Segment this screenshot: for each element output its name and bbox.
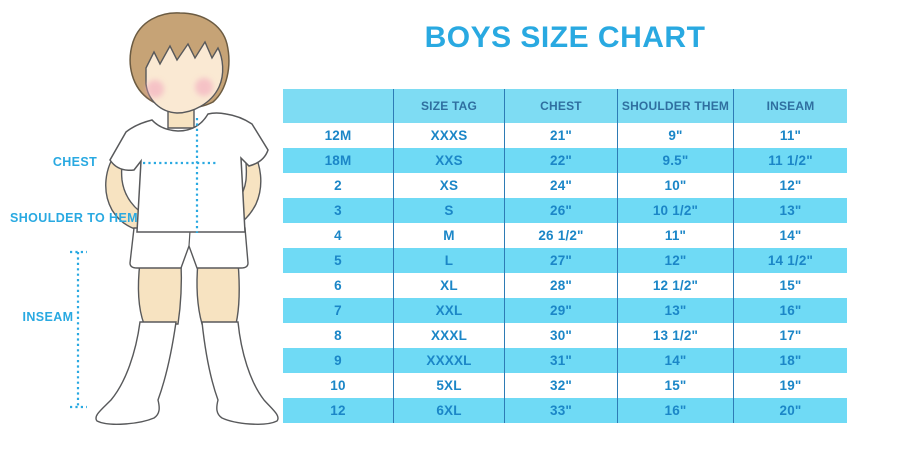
table-cell: 14" [617, 348, 733, 373]
table-cell: XXS [393, 148, 504, 173]
table-cell: 33" [504, 398, 617, 423]
table-cell: M [393, 223, 504, 248]
table-cell: XXXS [393, 123, 504, 148]
table-cell: 16" [617, 398, 733, 423]
table-cell: 31" [504, 348, 617, 373]
table-cell: 10" [617, 173, 733, 198]
table-cell: 13 1/2" [617, 323, 733, 348]
table-cell: 17" [733, 323, 847, 348]
table-row: 5 L 27" 12" 14 1/2" [283, 248, 847, 273]
table-cell: XS [393, 173, 504, 198]
table-cell: 9" [617, 123, 733, 148]
table-cell: 11 1/2" [733, 148, 847, 173]
right-cheek-blush [195, 78, 213, 96]
table-row: 2 XS 24" 10" 12" [283, 173, 847, 198]
table-cell: 6XL [393, 398, 504, 423]
table-cell: 10 1/2" [617, 198, 733, 223]
table-cell: 9 [334, 353, 342, 368]
table-cell: 26 1/2" [504, 223, 617, 248]
size-table: SIZE TAG CHEST SHOULDER THEM INSEAM 12M X… [283, 89, 847, 423]
table-cell: 15" [733, 273, 847, 298]
table-cell: XL [393, 273, 504, 298]
table-cell: 21" [504, 123, 617, 148]
table-cell: 5XL [393, 373, 504, 398]
table-cell: 13" [733, 198, 847, 223]
table-cell: 14 1/2" [733, 248, 847, 273]
table-row: 12 6XL 33" 16" 20" [283, 398, 847, 423]
table-cell: S [393, 198, 504, 223]
inseam-label: INSEAM [22, 310, 74, 324]
table-cell: 32" [504, 373, 617, 398]
table-cell: 18M [324, 153, 352, 168]
table-cell: 8 [334, 328, 342, 343]
right-sock-shape [201, 321, 279, 425]
chest-label: CHEST [52, 155, 98, 169]
header-size-tag: SIZE TAG [393, 89, 504, 123]
table-cell: 16" [733, 298, 847, 323]
table-cell: 12 [330, 403, 346, 418]
table-cell: 5 [334, 253, 342, 268]
shorts-shape [129, 227, 249, 269]
table-cell: L [393, 248, 504, 273]
table-cell: 4 [334, 228, 342, 243]
header-shoulder-them: SHOULDER THEM [617, 89, 733, 123]
table-row: 10 5XL 32" 15" 19" [283, 373, 847, 398]
page-title: BOYS SIZE CHART [424, 21, 706, 54]
measurement-diagram: CHEST SHOULDER TO HEM INSEAM [0, 0, 280, 450]
table-cell: 27" [504, 248, 617, 273]
table-cell: 13" [617, 298, 733, 323]
table-row: 7 XXL 29" 13" 16" [283, 298, 847, 323]
boy-illustration [70, 12, 279, 425]
table-row: 3 S 26" 10 1/2" 13" [283, 198, 847, 223]
table-cell: 6 [334, 278, 342, 293]
shirt-shape [109, 112, 269, 233]
table-cell: XXL [393, 298, 504, 323]
table-cell: 24" [504, 173, 617, 198]
table-cell: 29" [504, 298, 617, 323]
shorts-center-seam [188, 230, 191, 247]
header-inseam: INSEAM [733, 89, 847, 123]
table-cell: 14" [733, 223, 847, 248]
table-cell: 15" [617, 373, 733, 398]
header-chest: CHEST [504, 89, 617, 123]
table-row: 18M XXS 22" 9.5" 11 1/2" [283, 148, 847, 173]
right-leg-shape [196, 261, 241, 325]
table-cell: 20" [733, 398, 847, 423]
table-cell: 3 [334, 203, 342, 218]
table-row: 8 XXXL 30" 13 1/2" 17" [283, 323, 847, 348]
table-cell: 2 [334, 178, 342, 193]
table-cell: 12M [324, 128, 352, 143]
table-cell: 12" [617, 248, 733, 273]
table-cell: XXXXL [393, 348, 504, 373]
left-leg-shape [137, 261, 183, 325]
table-cell: 12 1/2" [617, 273, 733, 298]
table-cell: 26" [504, 198, 617, 223]
table-body: 12M XXXS 21" 9" 11" 18M XXS 22" 9.5" 11 1/2" 2 XS 24… [283, 123, 847, 423]
table-row: 4 M 26 1/2" 11" 14" [283, 223, 847, 248]
table-cell: 9.5" [617, 148, 733, 173]
table-cell: 7 [334, 303, 342, 318]
header-size [283, 89, 393, 123]
left-cheek-blush [146, 80, 164, 98]
table-header-row: SIZE TAG CHEST SHOULDER THEM INSEAM [283, 89, 847, 123]
table-cell: 30" [504, 323, 617, 348]
table-cell: 12" [733, 173, 847, 198]
table-cell: 11" [617, 223, 733, 248]
table-cell: 10 [330, 378, 346, 393]
table-cell: 19" [733, 373, 847, 398]
table-row: 12M XXXS 21" 9" 11" [283, 123, 847, 148]
table-row: 6 XL 28" 12 1/2" 15" [283, 273, 847, 298]
table-cell: 11" [733, 123, 847, 148]
shoulder-to-hem-label: SHOULDER TO HEM [10, 211, 138, 225]
table-cell: XXXL [393, 323, 504, 348]
table-cell: 22" [504, 148, 617, 173]
table-row: 9 XXXXL 31" 14" 18" [283, 348, 847, 373]
left-sock-shape [95, 321, 177, 425]
table-cell: 28" [504, 273, 617, 298]
table-cell: 18" [733, 348, 847, 373]
